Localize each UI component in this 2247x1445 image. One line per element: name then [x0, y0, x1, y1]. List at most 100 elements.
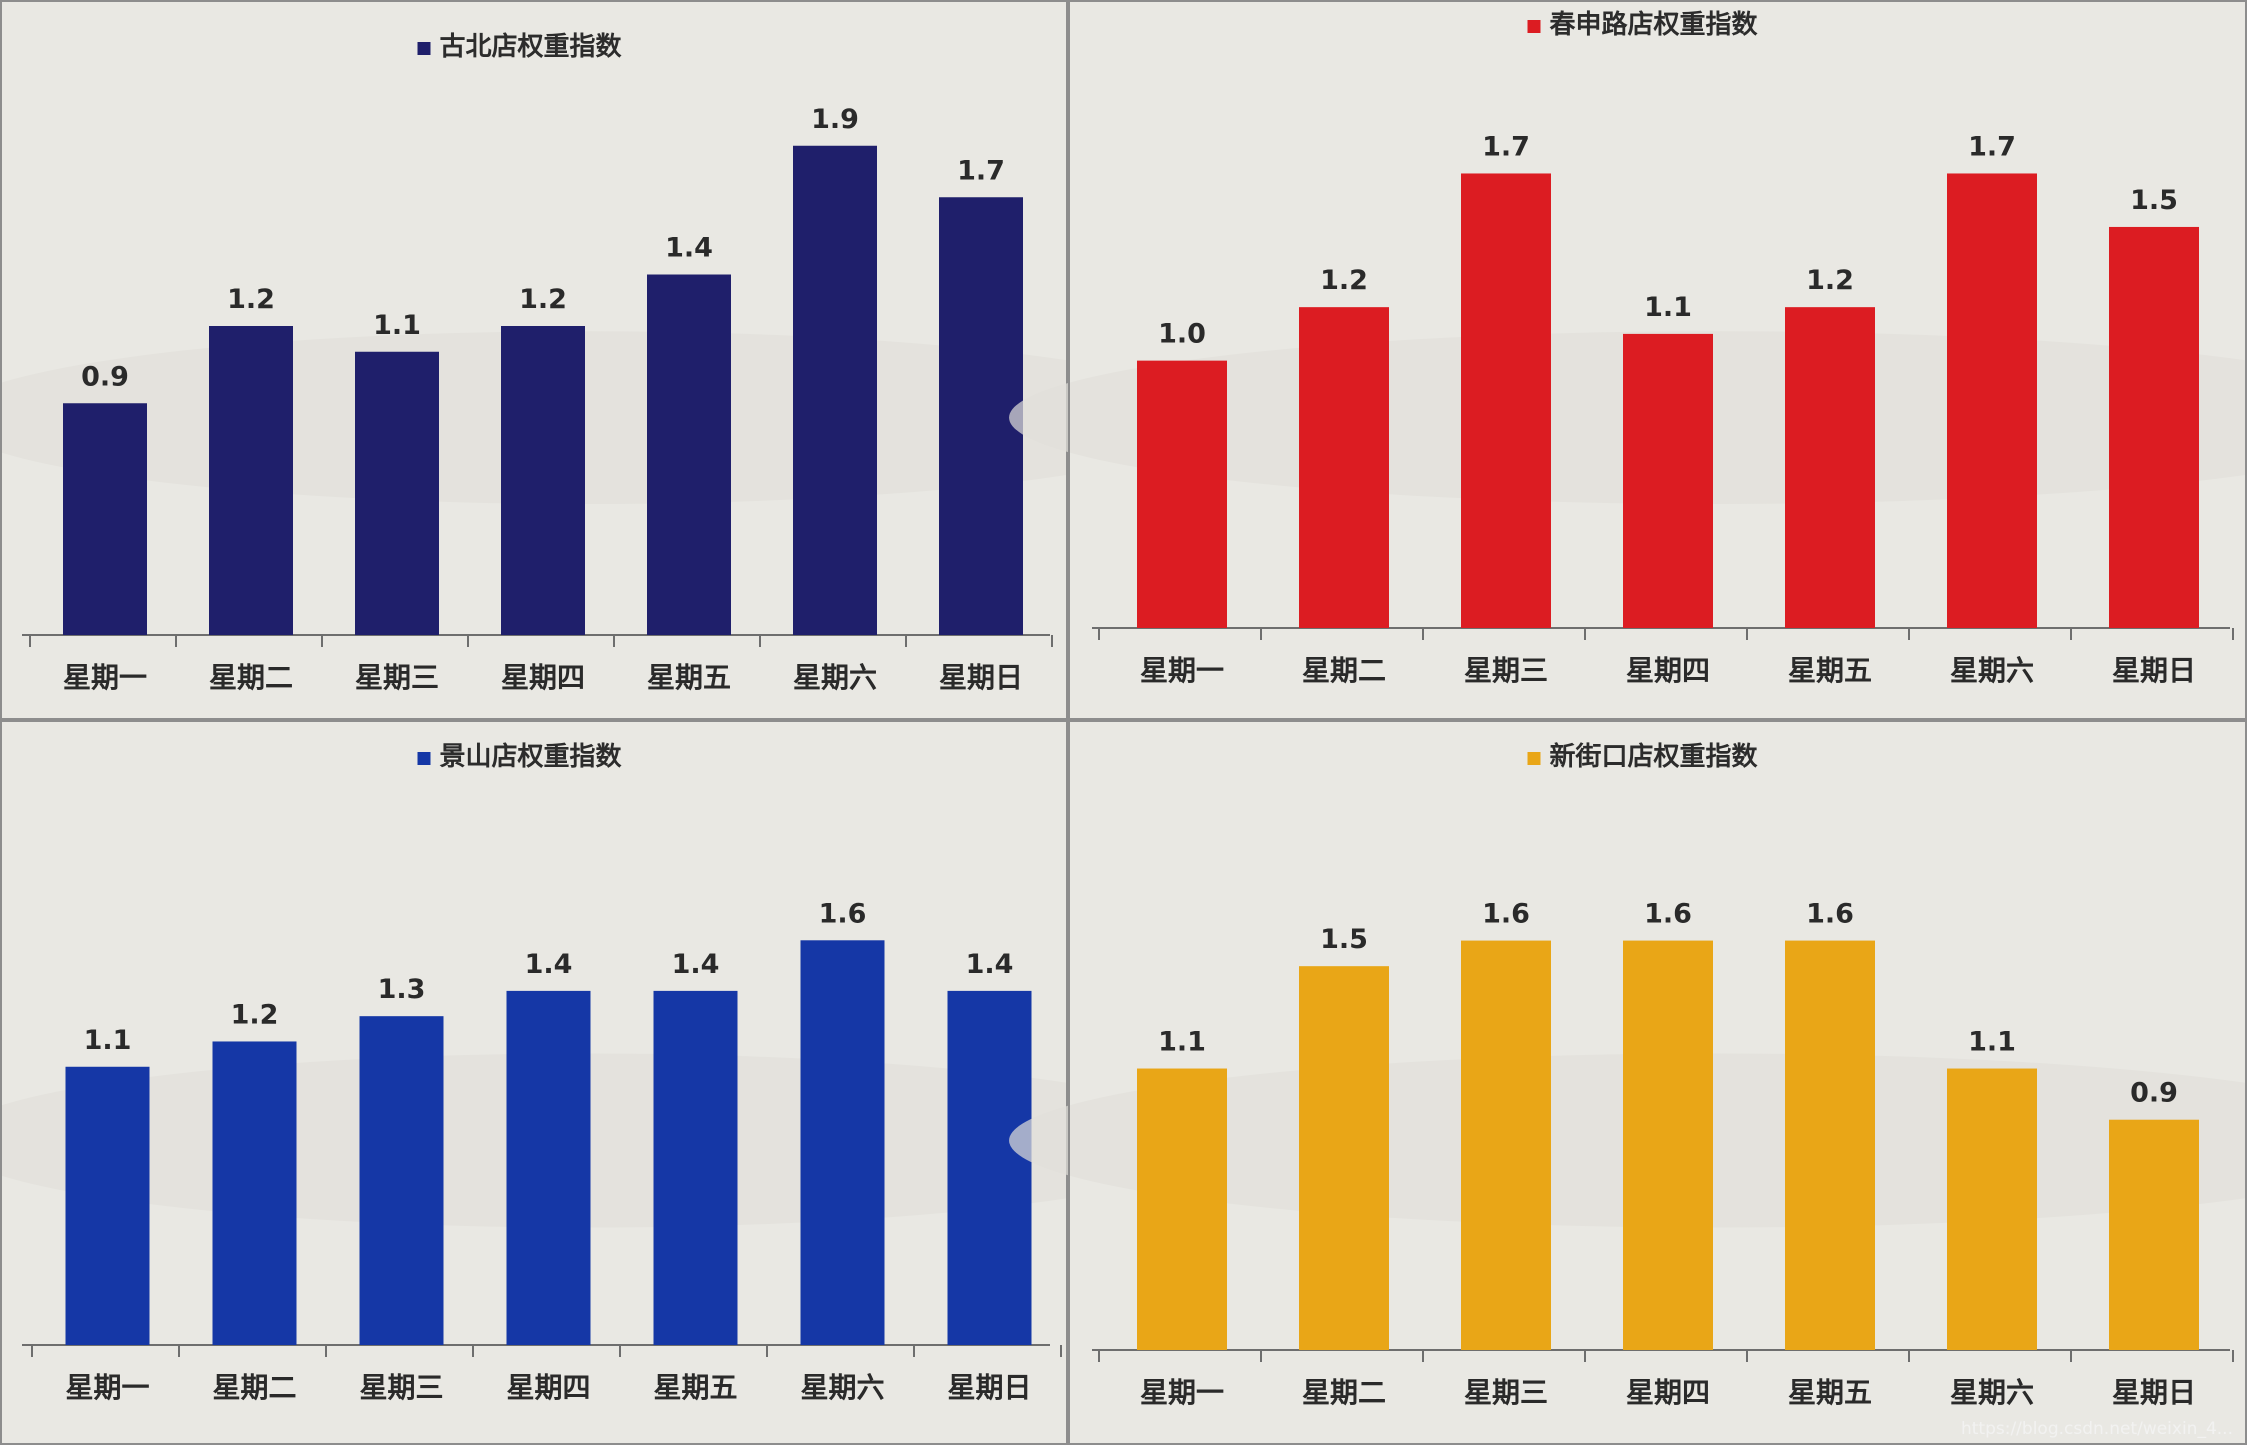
legend-label: 古北店权重指数	[440, 32, 623, 62]
x-tick-label: 星期二	[1302, 654, 1386, 687]
bar-value-label: 1.6	[1806, 899, 1854, 930]
watermark-text: https://blog.csdn.net/weixin_4...	[1960, 1419, 2233, 1439]
bar-value-label: 1.4	[665, 233, 713, 264]
legend-label: 景山店权重指数	[440, 742, 623, 772]
bar-1	[65, 1066, 150, 1345]
chart-panel-1: 古北店权重指数 0.9 星期一 1.2 星期二 1.1 星期三 1.2 星期四 1.4 星期五 1.9…	[0, 0, 1229, 720]
bar-value-label: 1.2	[519, 284, 567, 315]
bar-1	[63, 403, 147, 635]
legend-label: 新街口店权重指数	[1550, 741, 1759, 772]
panel-border	[1068, 720, 2247, 1445]
x-tick-label: 星期六	[800, 1371, 884, 1404]
x-tick-label: 星期日	[2112, 1376, 2196, 1409]
bar-value-label: 0.9	[2130, 1078, 2178, 1109]
bar-value-label: 1.7	[1482, 131, 1530, 162]
bar-6	[1947, 1068, 2037, 1350]
x-tick-label: 星期二	[209, 661, 293, 694]
legend-label: 春申路店权重指数	[1550, 9, 1759, 40]
chart-legend: 景山店权重指数	[417, 742, 623, 772]
bar-2	[1299, 966, 1389, 1350]
bar-value-label: 1.5	[1320, 924, 1368, 955]
x-tick-label: 星期三	[359, 1371, 443, 1404]
bar-1	[1137, 1068, 1227, 1350]
bar-5	[1785, 307, 1875, 628]
x-tick-label: 星期六	[793, 661, 877, 694]
bar-value-label: 1.1	[373, 310, 421, 341]
bar-value-label: 1.2	[227, 284, 275, 315]
x-tick-label: 星期日	[2112, 654, 2196, 687]
bar-value-label: 1.2	[231, 999, 279, 1030]
bar-value-label: 1.4	[525, 949, 573, 980]
x-tick-label: 星期三	[355, 661, 439, 694]
x-tick-label: 星期二	[212, 1371, 296, 1404]
bar-2	[212, 1041, 297, 1345]
bar-value-label: 1.6	[819, 898, 867, 929]
legend-swatch	[417, 752, 431, 765]
bar-2	[209, 326, 293, 635]
panel-border	[0, 720, 1068, 1445]
legend-swatch	[1527, 752, 1541, 765]
bar-7	[947, 990, 1032, 1345]
bar-value-label: 1.6	[1644, 899, 1692, 930]
x-tick-label: 星期日	[947, 1371, 1031, 1404]
x-tick-label: 星期一	[63, 661, 147, 694]
bar-5	[653, 990, 738, 1345]
bar-value-label: 1.4	[966, 949, 1014, 980]
chart-panel-3: 景山店权重指数 1.1 星期一 1.2 星期二 1.3 星期三 1.4 星期四 1.4 星期五 1.6…	[0, 720, 1229, 1445]
x-tick-label: 星期五	[653, 1371, 737, 1404]
bar-3	[355, 351, 439, 635]
panel-border	[0, 0, 1068, 720]
bar-value-label: 1.9	[811, 104, 859, 135]
bar-7	[939, 197, 1023, 635]
bar-4	[1623, 940, 1713, 1350]
bar-1	[1137, 360, 1227, 628]
panel-border	[1068, 0, 2247, 720]
bar-3	[359, 1016, 444, 1345]
bar-value-label: 1.2	[1806, 265, 1854, 296]
bar-value-label: 1.7	[957, 155, 1005, 186]
bar-value-label: 1.3	[378, 974, 426, 1005]
bar-4	[1623, 333, 1713, 628]
x-tick-label: 星期五	[647, 661, 731, 694]
bar-6	[1947, 173, 2037, 628]
bar-2	[1299, 307, 1389, 628]
panel-texture	[0, 1053, 1229, 1228]
chart-legend: 新街口店权重指数	[1527, 741, 1759, 772]
x-tick-label: 星期四	[1626, 654, 1710, 687]
bar-value-label: 1.2	[1320, 265, 1368, 296]
bar-value-label: 1.4	[672, 949, 720, 980]
bar-3	[1461, 173, 1551, 628]
x-tick-label: 星期二	[1302, 1376, 1386, 1409]
bar-value-label: 1.7	[1968, 131, 2016, 162]
bar-value-label: 1.6	[1482, 899, 1530, 930]
x-tick-label: 星期四	[501, 661, 585, 694]
bar-6	[793, 145, 877, 635]
x-tick-label: 星期六	[1950, 1376, 2034, 1409]
x-tick-label: 星期一	[65, 1371, 149, 1404]
chart-legend: 春申路店权重指数	[1527, 9, 1759, 40]
legend-swatch	[417, 42, 431, 55]
bar-5	[1785, 940, 1875, 1350]
x-tick-label: 星期三	[1464, 654, 1548, 687]
bar-value-label: 1.0	[1158, 319, 1206, 350]
chart-panel-2: 春申路店权重指数 1.0 星期一 1.2 星期二 1.7 星期三 1.1 星期四 1.2 星期五 1.…	[1009, 0, 2247, 720]
bar-4	[506, 990, 591, 1345]
bar-value-label: 1.1	[1158, 1027, 1206, 1058]
bar-value-label: 1.5	[2130, 185, 2178, 216]
bar-value-label: 1.1	[1968, 1027, 2016, 1058]
bar-4	[501, 326, 585, 635]
panel-texture	[0, 331, 1229, 504]
bar-6	[800, 940, 885, 1345]
x-tick-label: 星期五	[1788, 1376, 1872, 1409]
x-tick-label: 星期五	[1788, 654, 1872, 687]
x-tick-label: 星期四	[1626, 1376, 1710, 1409]
x-tick-label: 星期四	[506, 1371, 590, 1404]
bar-7	[2109, 226, 2199, 628]
bar-7	[2109, 1119, 2199, 1350]
bar-value-label: 1.1	[84, 1025, 132, 1056]
legend-swatch	[1527, 20, 1541, 33]
chart-panel-4: 新街口店权重指数 1.1 星期一 1.5 星期二 1.6 星期三 1.6 星期四 1.6 星期五 1.…	[1009, 720, 2247, 1445]
x-tick-label: 星期六	[1950, 654, 2034, 687]
